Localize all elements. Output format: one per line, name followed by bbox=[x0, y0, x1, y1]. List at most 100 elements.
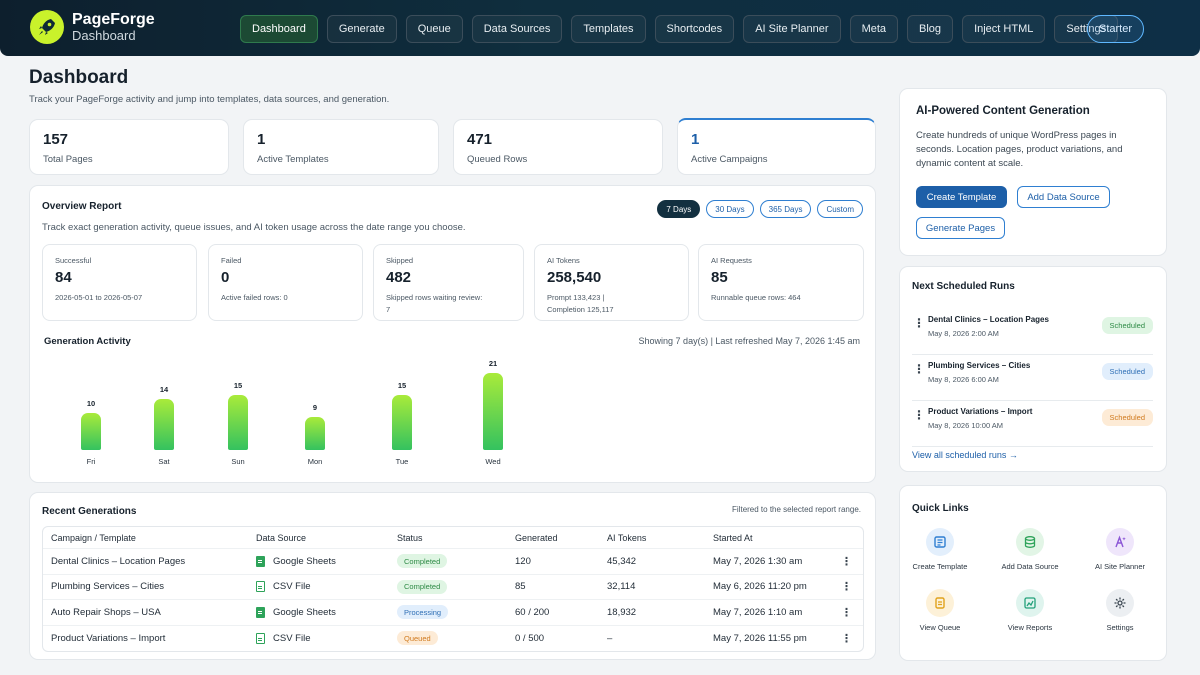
scheduled-run-item[interactable]: ⋮ Plumbing Services – Cities May 8, 2026 6… bbox=[912, 355, 1153, 401]
metric-label: Failed bbox=[221, 256, 242, 265]
quick-link-settings[interactable]: Settings bbox=[1080, 589, 1160, 632]
google-sheets-icon bbox=[256, 555, 265, 567]
stat-label: Active Templates bbox=[257, 154, 329, 165]
generated-cell: 60 / 200 bbox=[515, 606, 550, 618]
plan-button[interactable]: Starter bbox=[1087, 15, 1144, 43]
quick-link-view-reports[interactable]: View Reports bbox=[990, 589, 1070, 632]
activity-status: Showing 7 day(s) | Last refreshed May 7,… bbox=[638, 336, 860, 346]
scheduled-run-name: Product Variations – Import bbox=[928, 407, 1033, 416]
nav-meta[interactable]: Meta bbox=[849, 15, 899, 43]
generated-cell: 85 bbox=[515, 581, 526, 593]
row-actions-kebab-icon[interactable]: ⋮ bbox=[841, 555, 852, 568]
nav-blog[interactable]: Blog bbox=[907, 15, 954, 43]
bar-category-label: Tue bbox=[395, 457, 409, 466]
ai-icon bbox=[1106, 528, 1134, 556]
nav-dashboard[interactable]: Dashboard bbox=[240, 15, 318, 43]
stat-card-queued-rows[interactable]: 471 Queued Rows bbox=[453, 119, 663, 175]
stat-value: 1 bbox=[257, 131, 266, 148]
nav-shortcodes[interactable]: Shortcodes bbox=[654, 15, 735, 43]
overview-title: Overview Report bbox=[42, 201, 122, 212]
bar-tue[interactable] bbox=[392, 395, 412, 450]
quick-link-label: Settings bbox=[1106, 623, 1134, 632]
metric-label: Successful bbox=[55, 256, 92, 265]
bar-mon[interactable] bbox=[305, 417, 325, 450]
bar-value-label: 14 bbox=[159, 385, 169, 394]
bar-sat[interactable] bbox=[154, 399, 174, 450]
column-header: Generated bbox=[515, 532, 558, 543]
metric-label: AI Tokens bbox=[547, 256, 580, 265]
bar-fri[interactable] bbox=[81, 413, 101, 450]
drag-handle-icon[interactable]: ⋮ bbox=[913, 316, 925, 330]
status-cell: Completed bbox=[397, 549, 448, 574]
data-source-cell: CSV File bbox=[256, 626, 310, 652]
bar-category-label: Sat bbox=[158, 457, 170, 466]
stat-card-active-templates[interactable]: 1 Active Templates bbox=[243, 119, 439, 175]
range-custom-button[interactable]: Custom bbox=[817, 200, 863, 218]
stat-card-active-campaigns[interactable]: 1 Active Campaigns bbox=[677, 118, 876, 175]
stat-label: Active Campaigns bbox=[691, 154, 768, 165]
range-7-days-button[interactable]: 7 Days bbox=[657, 200, 701, 218]
generate-pages-button[interactable]: Generate Pages bbox=[916, 217, 1005, 239]
bar-wed[interactable] bbox=[483, 373, 503, 450]
row-actions-kebab-icon[interactable]: ⋮ bbox=[841, 606, 852, 619]
table-row[interactable]: Dental Clinics – Location Pages Google Sh… bbox=[43, 549, 863, 575]
generated-cell: 0 / 500 bbox=[515, 632, 545, 644]
quick-link-create-template[interactable]: Create Template bbox=[900, 528, 980, 571]
csv-file-icon bbox=[256, 581, 265, 593]
bar-category-label: Fri bbox=[86, 457, 96, 466]
range-30-days-button[interactable]: 30 Days bbox=[706, 200, 754, 218]
scheduled-run-item[interactable]: ⋮ Product Variations – Import May 8, 2026 … bbox=[912, 401, 1153, 447]
quick-link-add-data-source[interactable]: Add Data Source bbox=[990, 528, 1070, 571]
range-365-days-button[interactable]: 365 Days bbox=[759, 200, 812, 218]
nav-templates[interactable]: Templates bbox=[571, 15, 646, 43]
google-sheets-icon bbox=[256, 606, 265, 618]
metric-note: Prompt 133,423 | Completion 125,117 bbox=[547, 293, 614, 314]
nav-queue[interactable]: Queue bbox=[405, 15, 463, 43]
add-data-source-button[interactable]: Add Data Source bbox=[1017, 186, 1110, 208]
metric-label: Skipped bbox=[386, 256, 414, 265]
view-all-scheduled-link[interactable]: View all scheduled runs → bbox=[912, 450, 1018, 460]
table-row[interactable]: Product Variations – Import CSV File Queue… bbox=[43, 626, 863, 652]
table-row[interactable]: Auto Repair Shops – USA Google Sheets Proc… bbox=[43, 600, 863, 626]
drag-handle-icon[interactable]: ⋮ bbox=[913, 408, 925, 422]
gear-icon bbox=[1106, 589, 1134, 617]
drag-handle-icon[interactable]: ⋮ bbox=[913, 362, 925, 376]
stat-card-total-pages[interactable]: 157 Total Pages bbox=[29, 119, 229, 175]
brand-subtitle: Dashboard bbox=[72, 27, 136, 43]
started-at-cell: May 7, 2026 1:10 am bbox=[713, 606, 803, 618]
bar-value-label: 15 bbox=[233, 381, 243, 390]
data-source-label: CSV File bbox=[273, 632, 311, 644]
brand[interactable]: PageForge Dashboard bbox=[30, 10, 155, 44]
status-cell: Processing bbox=[397, 600, 449, 625]
scheduled-run-date: May 8, 2026 6:00 AM bbox=[928, 375, 999, 384]
top-navigation-bar: PageForge Dashboard Dashboard Generate Que… bbox=[0, 0, 1200, 56]
table-row[interactable]: Plumbing Services – Cities CSV File Comple… bbox=[43, 575, 863, 600]
nav-data-sources[interactable]: Data Sources bbox=[471, 15, 563, 43]
ai-tokens-cell: 45,342 bbox=[607, 555, 637, 567]
status-cell: Completed bbox=[397, 575, 448, 600]
create-template-button[interactable]: Create Template bbox=[916, 186, 1007, 208]
data-source-cell: Google Sheets bbox=[256, 600, 336, 625]
rocket-logo-icon bbox=[30, 10, 64, 44]
brand-name: PageForge bbox=[72, 11, 155, 29]
row-actions-kebab-icon[interactable]: ⋮ bbox=[841, 632, 852, 645]
quick-link-ai-site-planner[interactable]: AI Site Planner bbox=[1080, 528, 1160, 571]
nav-ai-site-planner[interactable]: AI Site Planner bbox=[743, 15, 841, 43]
csv-file-icon bbox=[256, 632, 265, 644]
database-icon bbox=[1016, 528, 1044, 556]
nav-inject-html[interactable]: Inject HTML bbox=[962, 15, 1046, 43]
stat-value: 157 bbox=[43, 131, 69, 148]
campaign-cell: Plumbing Services – Cities bbox=[51, 581, 164, 593]
scheduled-run-item[interactable]: ⋮ Dental Clinics – Location Pages May 8, 2… bbox=[912, 309, 1153, 355]
bar-sun[interactable] bbox=[228, 395, 248, 450]
campaign-cell: Dental Clinics – Location Pages bbox=[51, 555, 186, 567]
bar-value-label: 15 bbox=[397, 381, 407, 390]
quick-link-view-queue[interactable]: View Queue bbox=[900, 589, 980, 632]
nav-generate[interactable]: Generate bbox=[326, 15, 397, 43]
row-actions-kebab-icon[interactable]: ⋮ bbox=[841, 581, 852, 594]
activity-title: Generation Activity bbox=[44, 336, 131, 347]
metric-note: Active failed rows: 0 bbox=[221, 293, 288, 302]
metric-value: 482 bbox=[386, 269, 412, 286]
status-badge: Processing bbox=[397, 605, 449, 620]
scheduled-runs-card: Next Scheduled Runs ⋮ Dental Clinics – Lo… bbox=[899, 266, 1167, 472]
